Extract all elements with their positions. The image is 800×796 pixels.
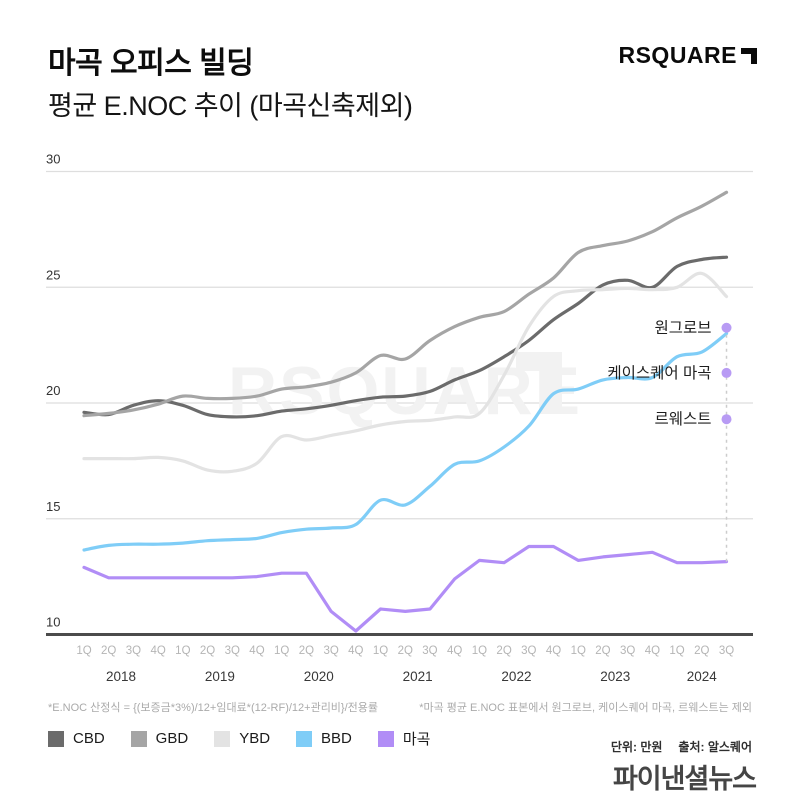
legend-label-BBD: BBD: [321, 730, 352, 747]
chart-legend: CBD GBD YBD BBD 마곡: [48, 728, 430, 749]
x-quarter-label: 2Q: [694, 645, 709, 657]
x-quarter-label: 2Q: [299, 645, 314, 657]
series-line-BBD: [82, 332, 729, 552]
x-quarter-label: 3Q: [126, 645, 141, 657]
x-quarter-label: 4Q: [447, 645, 462, 657]
x-quarter-label: 1Q: [571, 645, 586, 657]
y-tick-label-30: 30: [46, 152, 60, 167]
x-quarter-label: 3Q: [521, 645, 536, 657]
x-quarter-label: 4Q: [348, 645, 363, 657]
series-line-마곡: [82, 544, 729, 633]
x-year-label-2021: 2021: [403, 669, 433, 684]
x-quarter-label: 2Q: [101, 645, 116, 657]
x-quarter-label: 1Q: [76, 645, 91, 657]
y-tick-label-20: 20: [46, 383, 60, 398]
x-quarter-label: 4Q: [150, 645, 165, 657]
page-subtitle: 평균 E.NOC 추이 (마곡신축제외): [48, 91, 413, 121]
legend-swatch-GBD: [130, 730, 147, 747]
x-quarter-label: 3Q: [225, 645, 240, 657]
unit-source-line: 단위: 만원 출처: 알스퀘어: [611, 738, 752, 755]
x-year-label-2023: 2023: [600, 669, 630, 684]
x-quarter-label: 1Q: [373, 645, 388, 657]
rsquare-logo-text: RSQUARE: [618, 42, 737, 68]
x-year-label-2020: 2020: [304, 669, 334, 684]
publisher-logo: 파이낸셜뉴스: [612, 764, 757, 794]
x-quarter-label: 4Q: [249, 645, 264, 657]
annotation-dot-원그로브: [721, 322, 732, 333]
footnote-exclusion: *마곡 평균 E.NOC 표본에서 원그로브, 케이스퀘어 마곡, 르웨스트는 …: [419, 702, 752, 714]
rsquare-logo: RSQUARE: [618, 42, 758, 69]
series-line-CBD: [82, 255, 729, 419]
legend-swatch-마곡: [377, 730, 394, 747]
x-quarter-label: 1Q: [472, 645, 487, 657]
y-tick-label-25: 25: [46, 267, 60, 282]
rsquare-logo-mark-icon: [741, 48, 757, 64]
legend-swatch-YBD: [214, 730, 231, 747]
legend-item-CBD: CBD: [48, 730, 105, 747]
x-quarter-label: 3Q: [323, 645, 338, 657]
legend-swatch-BBD: [296, 730, 313, 747]
x-year-label-2022: 2022: [501, 669, 531, 684]
series-line-GBD: [82, 190, 729, 418]
x-year-label-2024: 2024: [687, 669, 718, 684]
legend-swatch-CBD: [48, 730, 64, 747]
x-quarter-label: 2Q: [496, 645, 511, 657]
annotation-dot-르웨스트: [721, 414, 732, 425]
y-tick-label-10: 10: [46, 615, 60, 630]
legend-label-마곡: 마곡: [402, 731, 431, 748]
x-quarter-label: 2Q: [200, 645, 215, 657]
x-quarter-label: 1Q: [669, 645, 684, 657]
footnote-formula: *E.NOC 산정식 = {(보증금*3%)/12+임대료*(12-RF)/12…: [48, 702, 379, 714]
legend-item-BBD: BBD: [296, 730, 352, 747]
annotation-label-케이스퀘어 마곡: 케이스퀘어 마곡: [607, 364, 711, 382]
legend-item-마곡: 마곡: [377, 728, 431, 749]
x-quarter-label: 2Q: [398, 645, 413, 657]
annotation-label-원그로브: 원그로브: [654, 319, 711, 337]
legend-item-GBD: GBD: [130, 730, 189, 747]
x-quarter-label: 1Q: [175, 645, 190, 657]
legend-label-GBD: GBD: [155, 730, 189, 747]
x-quarter-label: 2Q: [595, 645, 610, 657]
x-quarter-label: 1Q: [274, 645, 289, 657]
series-line-YBD: [82, 271, 729, 474]
x-quarter-label: 3Q: [719, 645, 734, 657]
x-quarter-label: 4Q: [645, 645, 660, 657]
annotation-dot-케이스퀘어 마곡: [721, 367, 732, 378]
x-quarter-label: 3Q: [422, 645, 437, 657]
x-year-label-2019: 2019: [205, 669, 235, 684]
watermark-mark-icon: [545, 352, 562, 414]
unit-label: 단위: 만원: [610, 740, 663, 754]
legend-label-YBD: YBD: [239, 730, 271, 747]
page-title: 마곡 오피스 빌딩: [48, 47, 254, 80]
x-quarter-label: 3Q: [620, 645, 635, 657]
y-tick-label-15: 15: [46, 499, 60, 514]
legend-item-YBD: YBD: [214, 730, 270, 747]
x-quarter-label: 4Q: [546, 645, 561, 657]
legend-label-CBD: CBD: [73, 730, 105, 747]
annotation-label-르웨스트: 르웨스트: [654, 410, 711, 428]
source-label: 출처: 알스퀘어: [678, 740, 752, 754]
x-year-label-2018: 2018: [106, 669, 136, 684]
